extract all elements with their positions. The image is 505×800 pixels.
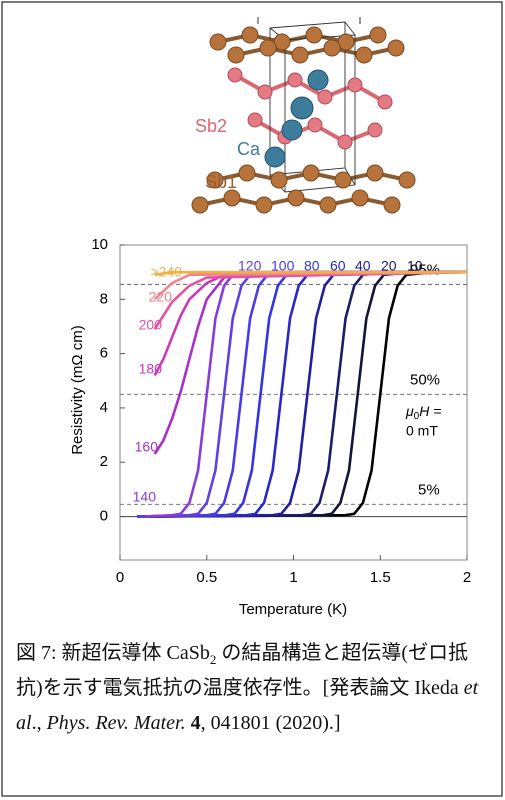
y-tick-label: 0: [100, 508, 108, 525]
field-subscript: 0: [414, 411, 420, 422]
y-tick-label: 4: [100, 399, 108, 416]
sb2-label: Sb2: [195, 116, 227, 136]
series-label: 100: [271, 258, 295, 274]
caption-part: 図 7: 新超伝導体 CaSb: [16, 642, 210, 664]
y-tick-label: 6: [100, 345, 108, 362]
caption-part: .,: [31, 712, 47, 734]
series-label: >240: [150, 264, 182, 280]
series-label: 140: [133, 489, 157, 505]
sb2-atoms: [227, 67, 393, 150]
x-axis-label: Temperature (K): [239, 601, 347, 618]
field-symbol: μ: [405, 403, 414, 419]
series-label: 200: [139, 317, 163, 333]
x-tick-label: 1: [289, 569, 297, 586]
sb1-atoms: [191, 26, 416, 214]
y-tick-label: 10: [91, 236, 108, 253]
y-tick-label: 2: [100, 453, 108, 470]
caption-part: 4: [190, 712, 201, 734]
field-rest: H =: [419, 403, 441, 419]
caption-part: Phys. Rev. Mater.: [46, 712, 186, 734]
curve: [154, 270, 467, 277]
series-label: 40: [355, 258, 371, 274]
reference-label: 5%: [418, 481, 440, 498]
plot-frame: [119, 244, 468, 561]
caption-part: の結晶構造と超伝導(ゼロ抵抗)を示す電気抵抗の温度依存性。[発表論文 Ikeda: [16, 642, 469, 699]
series-label: 160: [135, 439, 159, 455]
sb1-label: Sb1: [205, 172, 237, 192]
caption-part: , 041801 (2020).]: [200, 712, 341, 734]
crystal-structure: Sb2 Ca Sb1: [191, 17, 416, 214]
reference-label: 50%: [410, 371, 440, 388]
series-label: 80: [304, 258, 320, 274]
y-tick-label: 8: [100, 290, 108, 307]
caption-part: et al: [16, 677, 479, 734]
caption-part: 2: [209, 652, 217, 667]
y-axis-label: Resistivity (mΩ cm): [69, 325, 86, 455]
caption: 図 7: 新超伝導体 CaSb2 の結晶構造と超伝導(ゼロ抵抗)を示す電気抵抗の…: [16, 636, 486, 741]
series-label: 10: [407, 258, 423, 274]
x-tick-label: 0: [116, 569, 124, 586]
x-tick-label: 0.5: [196, 569, 217, 586]
series-label: 120: [238, 258, 262, 274]
curve: [153, 270, 468, 330]
ca-atoms: [264, 69, 329, 168]
field-label: μ0H =: [405, 403, 441, 422]
series-label: 180: [139, 361, 163, 377]
x-tick-label: 2: [463, 569, 471, 586]
series-label: 0 mT: [406, 423, 438, 439]
x-tick-label: 1.5: [370, 569, 391, 586]
curve: [153, 270, 468, 301]
series-label: 220: [149, 289, 173, 305]
series-label: 20: [381, 258, 397, 274]
ca-label: Ca: [237, 139, 261, 159]
series-label: 60: [330, 258, 346, 274]
